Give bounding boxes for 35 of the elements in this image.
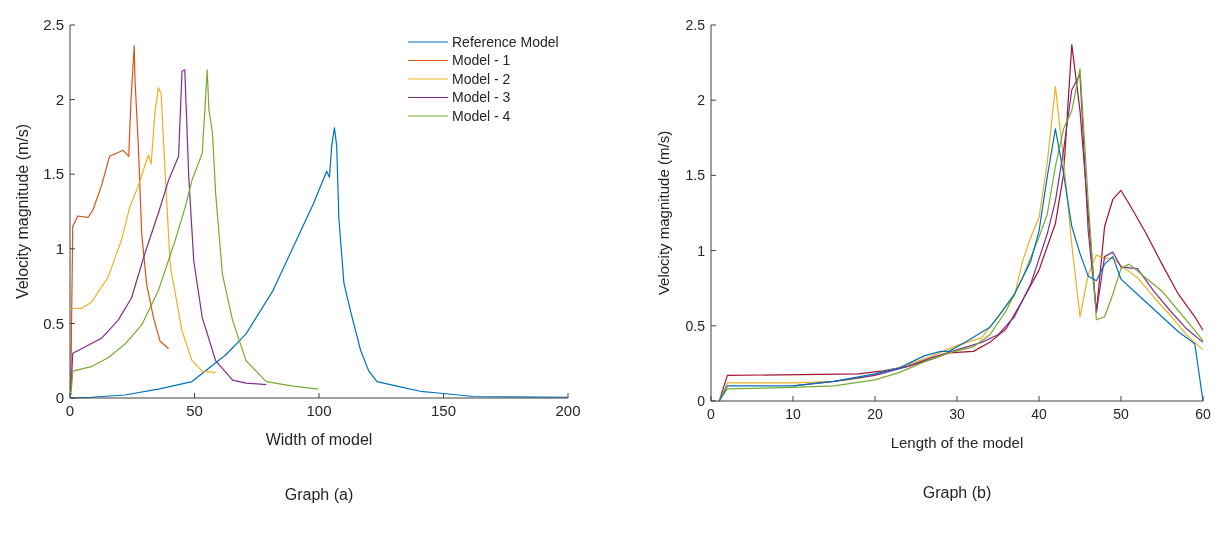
x-tick-label: 30 xyxy=(949,406,965,422)
legend-label: Model - 4 xyxy=(452,107,511,124)
text: Graph (b) xyxy=(922,484,992,501)
text: Graph (a) xyxy=(284,486,354,503)
x-tick-label: 200 xyxy=(555,402,581,419)
y-tick-label: 2 xyxy=(697,92,706,109)
y-tick-label: 2.5 xyxy=(43,16,64,34)
y-tick-label: 1.5 xyxy=(43,165,64,183)
x-tick-label: 100 xyxy=(306,402,332,419)
x-tick-label: 20 xyxy=(867,406,883,422)
x-tick-label: 0 xyxy=(707,406,716,422)
x-axis-title: Length of the model xyxy=(890,434,1024,451)
y-tick-label: 2.5 xyxy=(685,16,706,33)
legend-label: Model - 3 xyxy=(452,89,511,106)
y-tick-label: 0 xyxy=(55,389,64,407)
y-tick-label: 0.5 xyxy=(43,314,64,332)
y-axis-title: Velocity magnitude (m/s) xyxy=(655,130,672,296)
line-series xyxy=(70,87,217,374)
legend-label: Reference Model xyxy=(452,33,559,50)
y-tick-label: 0.5 xyxy=(685,317,706,334)
x-tick-label: 40 xyxy=(1031,406,1047,422)
x-tick-label: 50 xyxy=(186,402,203,419)
line-series xyxy=(70,69,319,396)
y-tick-label: 2 xyxy=(55,90,64,108)
x-tick-label: 10 xyxy=(785,406,801,422)
y-tick-label: 1.5 xyxy=(685,167,706,184)
x-tick-label: 50 xyxy=(1113,406,1129,422)
y-axis-title: Velocity magnitude (m/s) xyxy=(14,123,31,300)
x-axis-title: Width of model xyxy=(265,431,373,448)
y-tick-label: 1 xyxy=(697,242,706,259)
legend-label: Model - 2 xyxy=(452,70,511,87)
y-tick-label: 1 xyxy=(55,240,64,258)
x-tick-label: 150 xyxy=(430,402,457,419)
legend-label: Model - 1 xyxy=(452,52,511,69)
x-tick-label: 60 xyxy=(1195,406,1211,422)
